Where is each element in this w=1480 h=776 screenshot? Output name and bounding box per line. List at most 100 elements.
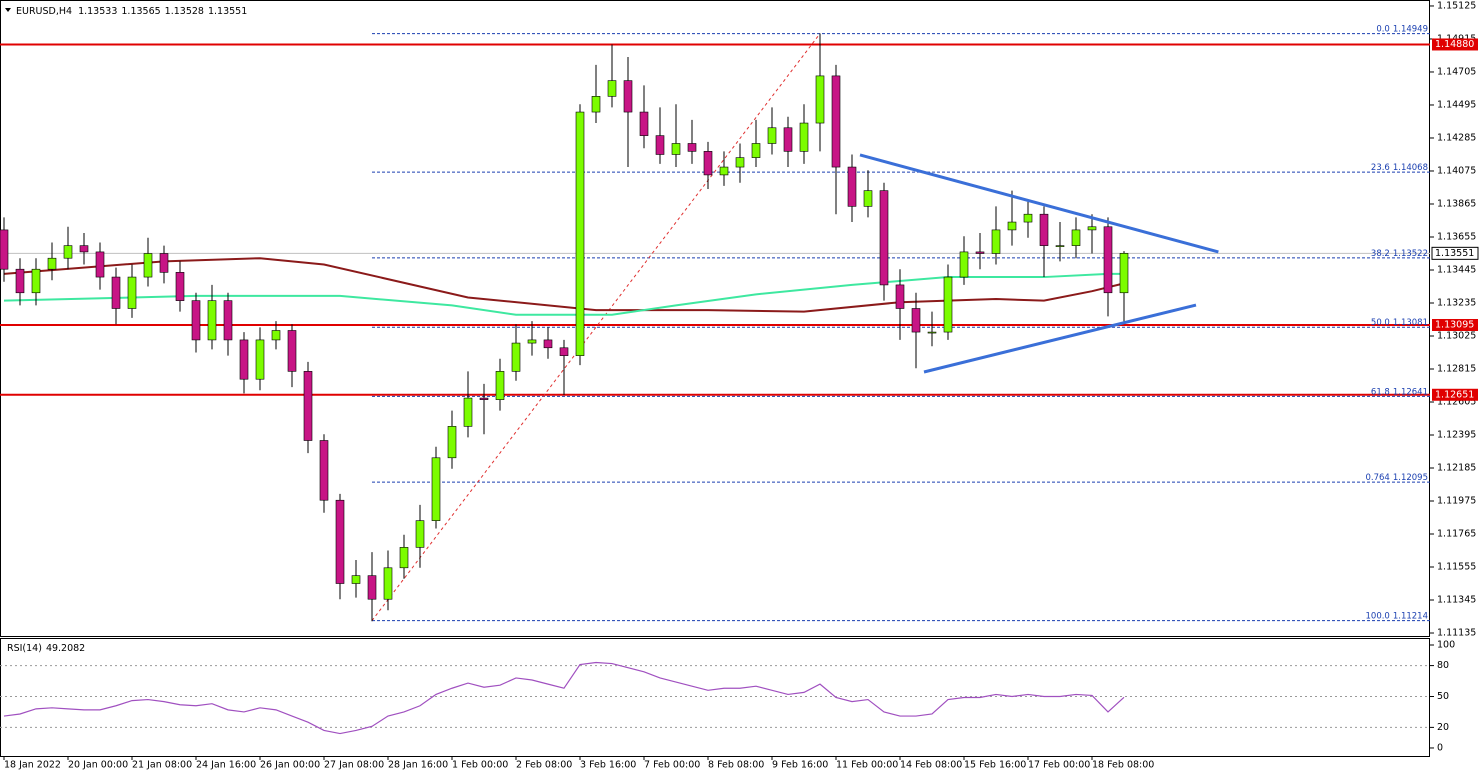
candle-body [207,300,217,341]
y-tick-label: 1.12185 [1437,463,1476,474]
level-box [1432,38,1478,51]
y-tick-label: 1.11345 [1437,595,1476,606]
fib-level-name: 23.6 [1371,163,1390,173]
candle-body [431,457,441,521]
fib-level-price: 1.11214 [1393,611,1428,621]
rsi-y-tick-label: 100 [1437,640,1455,651]
candle-body [911,308,921,333]
x-tick-label: 11 Feb 00:00 [836,760,898,771]
symbol: EURUSD,H4 [16,6,72,17]
candle-body [1071,229,1081,246]
fib-level-price: 1.14068 [1393,163,1428,173]
candle-body [735,157,745,168]
level-label: 1.14880 [1435,39,1474,50]
candle-body [463,397,473,427]
candle-body [719,166,729,176]
candle-body [767,127,777,144]
candle-body [175,272,185,301]
candle-body [63,245,73,259]
candle-body [271,330,281,341]
rsi-last: 49.2082 [46,643,85,654]
candle-body [623,80,633,113]
x-tick-label: 26 Jan 00:00 [260,760,320,771]
fib-level-price: 1.12641 [1393,387,1428,397]
candle-body [319,440,329,501]
fib-label: 100.0 1.11214 [1366,611,1429,621]
y-tick-label: 1.14495 [1437,99,1476,110]
candle-body [687,143,697,152]
candle-body [815,75,825,124]
candle-body [351,575,361,584]
main-pane [0,0,1430,637]
y-tick-label: 1.13865 [1437,198,1476,209]
rsi-line [3,661,1125,735]
candle-body [191,300,201,341]
candle-body [79,245,89,253]
candle-body [831,75,841,168]
y-tick-label: 1.12815 [1437,363,1476,374]
candle-body [991,229,1001,254]
y-tick-label: 1.13445 [1437,264,1476,275]
candle-body [671,143,681,155]
x-tick-label: 8 Feb 08:00 [708,760,764,771]
candle-body [95,251,105,278]
candle-body [863,190,873,207]
y-tick-label: 1.11975 [1437,496,1476,507]
fib-label: 61.8 1.12641 [1371,387,1428,397]
level-label: 1.12651 [1435,389,1474,400]
rsi-header: RSI(14) 49.2082 [7,643,85,654]
x-tick-label: 15 Feb 16:00 [964,760,1026,771]
trendline [923,303,1197,374]
fib-level-price: 1.12095 [1393,473,1428,483]
low: 1.13528 [165,6,204,17]
candle-body [527,339,537,344]
candle-body [1007,221,1017,231]
candle-body [223,300,233,341]
x-tick-label: 18 Jan 2022 [4,760,61,771]
candle-body [1023,213,1033,223]
rsi-y-tick-label: 80 [1437,660,1449,671]
open: 1.13533 [78,6,117,17]
candle-body [0,229,9,270]
candle-body [239,339,249,380]
candle-body [31,268,41,294]
y-tick-label: 1.13235 [1437,297,1476,308]
y-tick-label: 1.14285 [1437,132,1476,143]
y-tick-label: 1.14705 [1437,66,1476,77]
x-tick-label: 1 Feb 00:00 [452,760,508,771]
candle-body [255,339,265,380]
fib-level-price: 1.13081 [1393,318,1428,328]
candle-body [15,268,25,294]
fib-level-name: 0.0 [1376,24,1390,34]
candle-body [1103,226,1113,294]
fib-label: 0.0 1.14949 [1376,24,1428,34]
candle-body [543,339,553,349]
x-tick-label: 7 Feb 00:00 [644,760,700,771]
rsi-y-tick-label: 20 [1437,722,1449,733]
level-box [1432,318,1478,331]
candle-body [335,499,345,584]
y-tick-label: 1.12395 [1437,430,1476,441]
candle-body [847,166,857,207]
rsi-title: RSI(14) [7,643,42,654]
candle-body [975,251,985,254]
fib-label: 0.764 1.12095 [1366,473,1429,483]
candle-body [559,347,569,356]
candle-body [143,253,153,278]
candle-body [367,575,377,600]
candle-body [1039,213,1049,246]
header: EURUSD,H4 1.13533 1.13565 1.13528 1.13551 [16,6,247,17]
candle-body [447,426,457,459]
candle-body [927,331,937,334]
candle-body [495,371,505,400]
candle-body [895,284,905,309]
fib-level-name: 0.764 [1366,473,1390,483]
y-tick-label: 1.12605 [1437,396,1476,407]
candle-body [607,80,617,97]
y-tick-label: 1.13025 [1437,330,1476,341]
fib-level-price: 1.14949 [1393,24,1428,34]
y-tick-label: 1.15125 [1437,0,1476,11]
fib-label: 38.2 1.13522 [1371,248,1428,258]
